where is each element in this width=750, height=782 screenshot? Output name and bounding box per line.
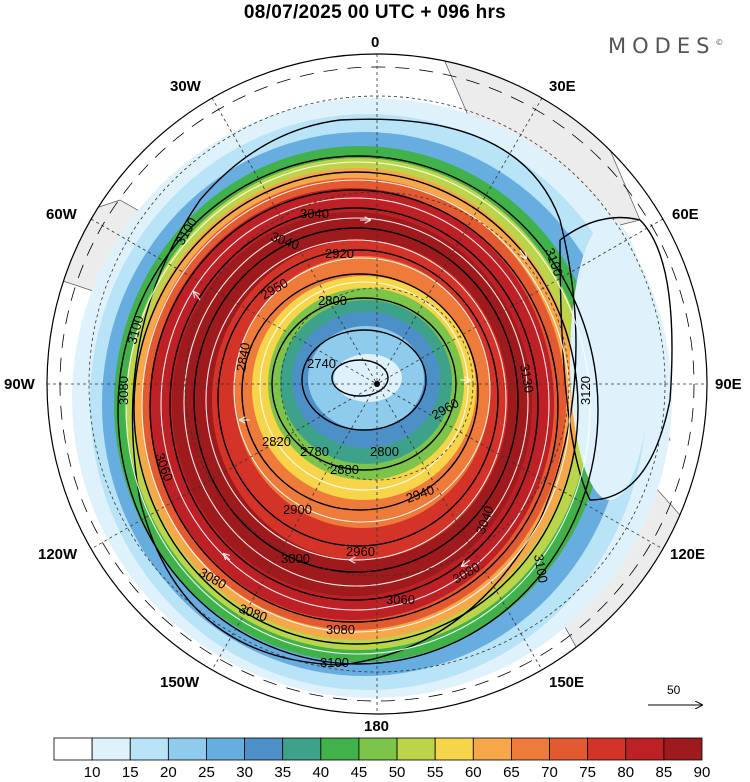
contour-label: 2800 bbox=[318, 293, 347, 308]
contour-label: 3040 bbox=[300, 206, 329, 221]
colorbar-swatch bbox=[625, 737, 665, 761]
contour-label: 3060 bbox=[386, 592, 415, 607]
height-contours bbox=[117, 118, 673, 666]
colorbar-tick-label: 35 bbox=[274, 764, 292, 781]
map-boundary bbox=[46, 53, 708, 715]
lon-label-120w: 120W bbox=[38, 546, 78, 563]
contour-label: 2880 bbox=[330, 462, 359, 477]
contour-label: 3100 bbox=[124, 314, 146, 346]
contour-label: 2780 bbox=[300, 444, 329, 459]
brand-text: MODES bbox=[608, 34, 716, 58]
map-disk bbox=[47, 54, 707, 714]
colorbar-tick-label: 10 bbox=[83, 764, 101, 781]
colorbar-tick-label: 90 bbox=[693, 764, 711, 781]
colorbar-swatch bbox=[129, 737, 169, 761]
colorbar-tick-label: 75 bbox=[579, 764, 596, 781]
colorbar-swatch bbox=[549, 737, 589, 761]
lon-label-180: 180 bbox=[364, 718, 390, 735]
contour-label: 2900 bbox=[283, 502, 312, 517]
colorbar-swatch bbox=[434, 737, 474, 761]
colorbar-swatch bbox=[587, 737, 627, 761]
colorbar-swatch bbox=[91, 737, 131, 761]
colorbar-swatch bbox=[53, 737, 93, 761]
colorbar-tick-label: 50 bbox=[388, 764, 406, 781]
colorbar-swatch bbox=[358, 737, 398, 761]
contour-label: 2800 bbox=[370, 444, 399, 459]
colorbar-tick-label: 55 bbox=[426, 764, 444, 781]
contour-label: 3100 bbox=[531, 553, 551, 584]
colorbar-swatch bbox=[396, 737, 436, 761]
colorbar-swatch bbox=[282, 737, 322, 761]
colorbar bbox=[53, 737, 703, 761]
colorbar-swatch bbox=[511, 737, 550, 761]
colorbar-swatch bbox=[167, 737, 207, 761]
contour-label: 2920 bbox=[325, 246, 354, 261]
colorbar-tick-label: 45 bbox=[350, 764, 368, 781]
brand-mark: © bbox=[715, 38, 724, 47]
contour-label: 2960 bbox=[346, 544, 375, 559]
lon-label-90w: 90W bbox=[4, 376, 35, 393]
colorbar-swatch bbox=[320, 737, 360, 761]
brand-logo: MODES© bbox=[608, 34, 723, 58]
lon-label-60w: 60W bbox=[46, 206, 77, 223]
colorbar-tick-label: 15 bbox=[121, 764, 139, 781]
colorbar-tick-label: 20 bbox=[160, 764, 177, 781]
colorbar-tick-label: 70 bbox=[541, 764, 558, 781]
lon-label-150w: 150W bbox=[160, 674, 200, 691]
pole-marker bbox=[374, 381, 380, 387]
colorbar-swatch bbox=[472, 737, 512, 761]
lon-label-90e: 90E bbox=[715, 376, 742, 393]
contour-label: 2740 bbox=[307, 356, 336, 371]
colorbar-tick-label: 60 bbox=[464, 764, 482, 781]
wind-streamlines bbox=[125, 161, 591, 655]
contour-label: 2840 bbox=[233, 341, 253, 372]
lon-label-60e: 60E bbox=[672, 206, 699, 223]
lon-label-30e: 30E bbox=[549, 78, 576, 95]
map-title: 08/07/2025 00 UTC + 096 hrs bbox=[243, 2, 507, 23]
colorbar-swatch bbox=[206, 737, 245, 761]
contour-label: 2820 bbox=[262, 434, 291, 449]
colorbar-tick-label: 85 bbox=[655, 764, 673, 781]
colorbar-tick-label: 80 bbox=[617, 764, 635, 781]
contour-label: 3130 bbox=[517, 363, 537, 394]
colorbar-tick-label: 65 bbox=[503, 764, 520, 781]
contour-label: 3080 bbox=[326, 622, 355, 637]
latitude-ring bbox=[59, 66, 695, 702]
lon-label-150e: 150E bbox=[549, 674, 585, 691]
wind-speed-shading bbox=[72, 98, 672, 698]
contour-label: 3100 bbox=[320, 655, 349, 670]
wind-reference-label: 50 bbox=[667, 683, 681, 697]
lon-label-30w: 30W bbox=[170, 78, 201, 95]
lon-label-0: 0 bbox=[371, 34, 380, 51]
contour-label: 3080 bbox=[116, 376, 131, 405]
colorbar-tick-label: 40 bbox=[312, 764, 330, 781]
colorbar-tick-label: 30 bbox=[236, 764, 253, 781]
contour-label: 3000 bbox=[281, 551, 310, 566]
contour-label: 3120 bbox=[578, 376, 593, 405]
lon-label-120e: 120E bbox=[670, 546, 706, 563]
colorbar-tick-label: 25 bbox=[198, 764, 215, 781]
colorbar-swatch bbox=[244, 737, 284, 761]
colorbar-swatch bbox=[663, 737, 703, 761]
